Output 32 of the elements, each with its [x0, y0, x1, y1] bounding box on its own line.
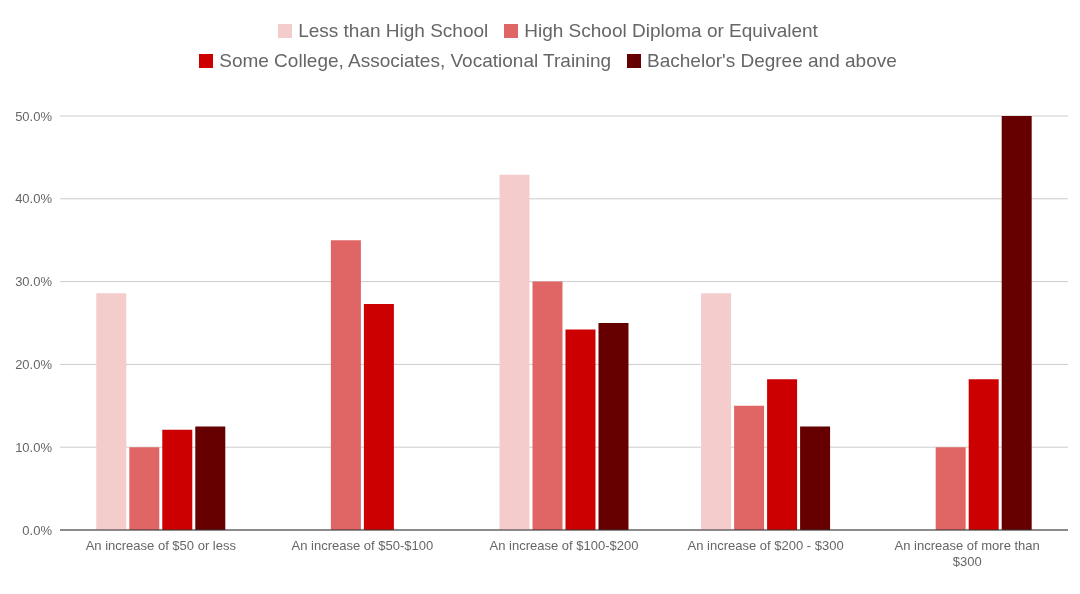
bar	[935, 447, 966, 530]
x-tick-label: An increase of $50-$100	[291, 538, 434, 553]
legend-label: High School Diploma or Equivalent	[523, 19, 818, 43]
bar	[968, 379, 999, 530]
y-tick-label: 10.0%	[15, 439, 53, 455]
bar	[195, 426, 226, 530]
bar	[1001, 116, 1032, 530]
x-tick-label: An increase of $100-$200	[489, 538, 639, 553]
y-tick-label: 30.0%	[15, 274, 53, 290]
x-tick-label: An increase of more than $300	[894, 538, 1040, 569]
bar	[330, 240, 361, 530]
bar	[162, 429, 193, 530]
x-tick-label: An increase of $50 or less	[85, 538, 237, 553]
legend-label: Less than High School	[297, 19, 489, 43]
bar	[363, 303, 394, 530]
bar	[96, 293, 127, 530]
bar	[565, 329, 596, 530]
y-tick-label: 50.0%	[15, 108, 53, 124]
y-tick-label: 0.0%	[22, 522, 53, 538]
bar	[767, 379, 798, 530]
bar	[734, 405, 765, 530]
bar	[532, 281, 563, 530]
bar	[598, 323, 629, 530]
bar	[701, 293, 732, 530]
legend-label: Bachelor's Degree and above	[646, 49, 897, 73]
bar	[800, 426, 831, 530]
y-tick-label: 40.0%	[15, 191, 53, 207]
x-tick-label: An increase of $200 - $300	[687, 538, 844, 553]
y-tick-label: 20.0%	[15, 357, 53, 373]
bar	[499, 174, 530, 530]
legend-label: Some College, Associates, Vocational Training	[218, 49, 612, 73]
bar	[129, 447, 160, 530]
